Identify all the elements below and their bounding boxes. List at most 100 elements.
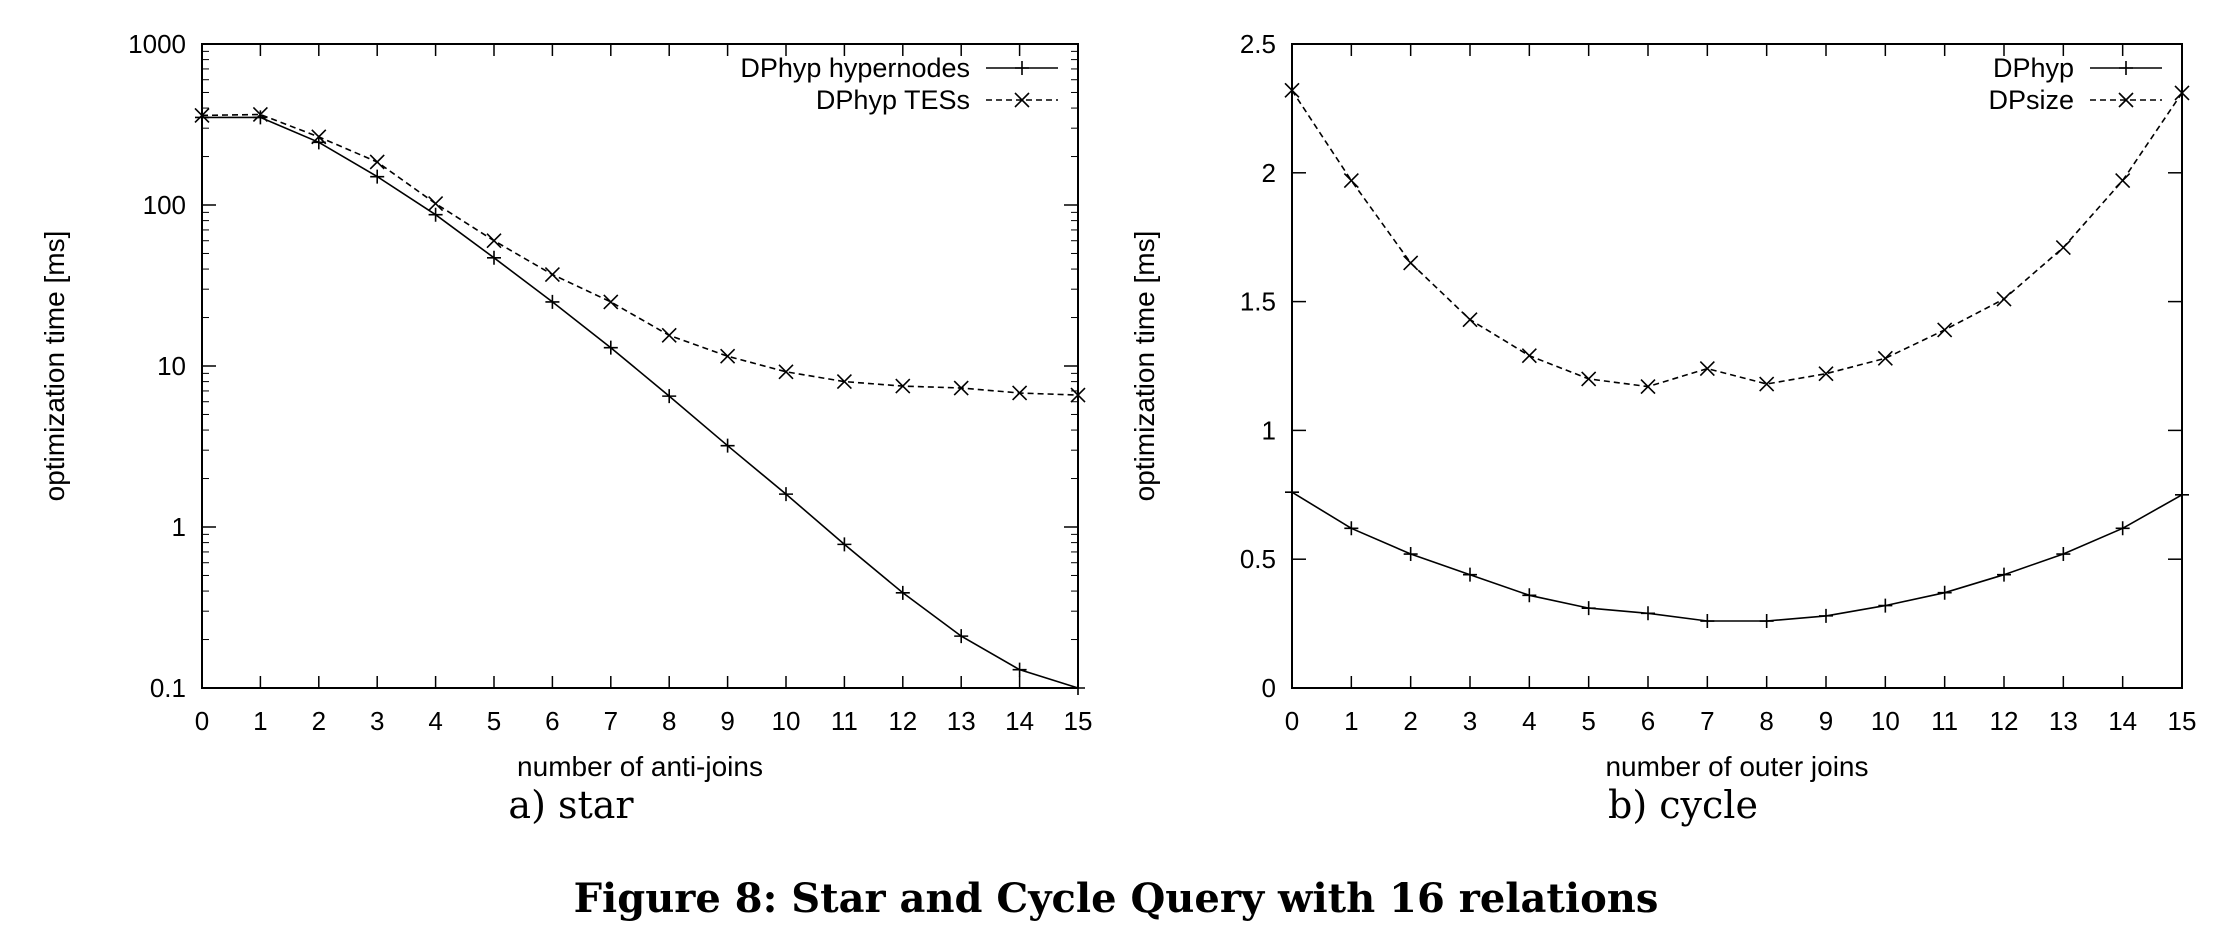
data-point-series-2	[1877, 350, 1893, 366]
x-tick-label: 2	[312, 706, 326, 736]
data-point-series-2	[720, 348, 736, 364]
data-point-series-1	[1819, 608, 1833, 623]
data-point-series-1	[1878, 598, 1893, 613]
data-point-series-2	[836, 374, 852, 390]
data-point-series-1	[253, 110, 268, 125]
data-point-series-1	[370, 169, 385, 184]
x-tick-label: 14	[1005, 706, 1034, 736]
x-tick-label: 6	[545, 706, 559, 736]
data-point-series-1	[603, 340, 618, 355]
data-point-series-2	[1759, 376, 1775, 392]
x-tick-label: 3	[370, 706, 384, 736]
data-point-series-2	[953, 380, 969, 396]
data-point-series-1	[662, 389, 677, 404]
data-point-series-2	[2115, 172, 2131, 189]
y-tick-label: 1	[172, 512, 186, 542]
data-point-series-2	[369, 154, 385, 170]
data-point-series-2	[2055, 239, 2071, 256]
x-tick-label: 5	[1581, 706, 1595, 736]
x-tick-label: 1	[1344, 706, 1358, 736]
y-tick-label: 1.5	[1240, 287, 1276, 317]
series-line-1	[1291, 491, 2183, 622]
data-point-series-1	[1285, 485, 1299, 500]
data-point-series-1	[1759, 614, 1774, 629]
data-point-series-2	[1699, 361, 1715, 377]
legend-label: DPhyp hypernodes	[740, 53, 970, 83]
legend-marker	[1015, 61, 1029, 75]
y-tick-label: 100	[143, 190, 186, 220]
data-point-series-2	[1343, 172, 1359, 189]
plot-frame	[1291, 43, 2183, 689]
x-tick-label: 13	[947, 706, 976, 736]
star-plot: 0 1 2 3 4 5 6 7 8 9 10 11 12 13 14 150.11101001000numbe…	[39, 29, 1092, 782]
data-point-series-1	[954, 629, 969, 644]
x-tick-label: 7	[604, 706, 618, 736]
data-point-series-1	[895, 585, 910, 600]
x-tick-label: 14	[2108, 706, 2137, 736]
x-tick-label: 11	[1931, 706, 1958, 736]
data-point-series-1	[1997, 567, 2011, 582]
x-tick-label: 5	[487, 706, 501, 736]
data-point-series-2	[1521, 348, 1537, 364]
legend-marker	[1014, 92, 1030, 108]
x-tick-label: 15	[2168, 706, 2197, 736]
series-line-2	[201, 113, 1079, 396]
x-tick-label: 15	[1064, 706, 1093, 736]
data-point-series-1	[487, 250, 501, 265]
data-point-series-2	[1462, 312, 1478, 328]
x-tick-label: 12	[888, 706, 917, 736]
x-tick-label: 8	[1759, 706, 1773, 736]
cycle-plot: 0 1 2 3 4 5 6 7 8 9 10 11 12 13 14 1500.511.522.5number…	[1129, 29, 2196, 782]
data-point-series-1	[1641, 606, 1655, 621]
data-point-series-1	[837, 537, 852, 552]
x-tick-label: 4	[1522, 706, 1536, 736]
figure-caption: Figure 8: Star and Cycle Query with 16 r…	[574, 875, 1659, 922]
x-tick-label: 7	[1700, 706, 1714, 736]
data-point-series-2	[2174, 85, 2190, 101]
data-point-series-1	[1581, 601, 1596, 616]
data-point-series-2	[1012, 385, 1028, 401]
data-point-series-1	[1403, 547, 1418, 562]
y-tick-label: 1	[1262, 415, 1276, 445]
data-point-series-1	[1937, 585, 1952, 600]
data-point-series-1	[545, 294, 560, 309]
data-point-series-2	[1937, 322, 1953, 338]
x-tick-label: 4	[428, 706, 442, 736]
x-tick-label: 9	[720, 706, 734, 736]
data-point-series-1	[2175, 487, 2189, 502]
data-point-series-1	[1700, 614, 1715, 629]
legend-label: DPhyp TESs	[816, 85, 970, 115]
y-tick-label: 2	[1262, 158, 1276, 188]
plot-frame	[201, 43, 1079, 689]
legend-marker	[2118, 92, 2134, 108]
data-point-series-1	[1522, 588, 1537, 603]
data-point-series-2	[661, 327, 677, 343]
series-line-2	[1291, 89, 2183, 388]
data-point-series-2	[252, 106, 268, 123]
x-tick-label: 9	[1819, 706, 1833, 736]
legend-marker	[2119, 61, 2133, 75]
subcaption-a: a) star	[508, 783, 634, 827]
x-tick-label: 8	[662, 706, 676, 736]
x-tick-label: 10	[1871, 706, 1900, 736]
data-point-series-1	[1344, 521, 1359, 536]
y-tick-label: 0.1	[150, 673, 186, 703]
series-line-1	[202, 116, 1079, 689]
data-point-series-1	[1012, 662, 1027, 677]
data-point-series-1	[1071, 681, 1085, 695]
data-point-series-1	[779, 487, 793, 502]
data-point-series-2	[778, 364, 794, 380]
data-point-series-1	[2115, 521, 2130, 536]
x-tick-label: 6	[1641, 706, 1655, 736]
data-point-series-2	[1403, 255, 1419, 271]
x-tick-label: 10	[772, 706, 801, 736]
x-tick-label: 11	[831, 706, 858, 736]
y-tick-label: 0.5	[1240, 544, 1276, 574]
y-axis-label: optimization time [ms]	[39, 231, 70, 502]
x-tick-label: 2	[1403, 706, 1417, 736]
data-point-series-2	[1581, 371, 1597, 387]
x-tick-label: 1	[253, 706, 267, 736]
data-point-series-2	[194, 107, 210, 124]
data-point-series-2	[1996, 291, 2012, 307]
